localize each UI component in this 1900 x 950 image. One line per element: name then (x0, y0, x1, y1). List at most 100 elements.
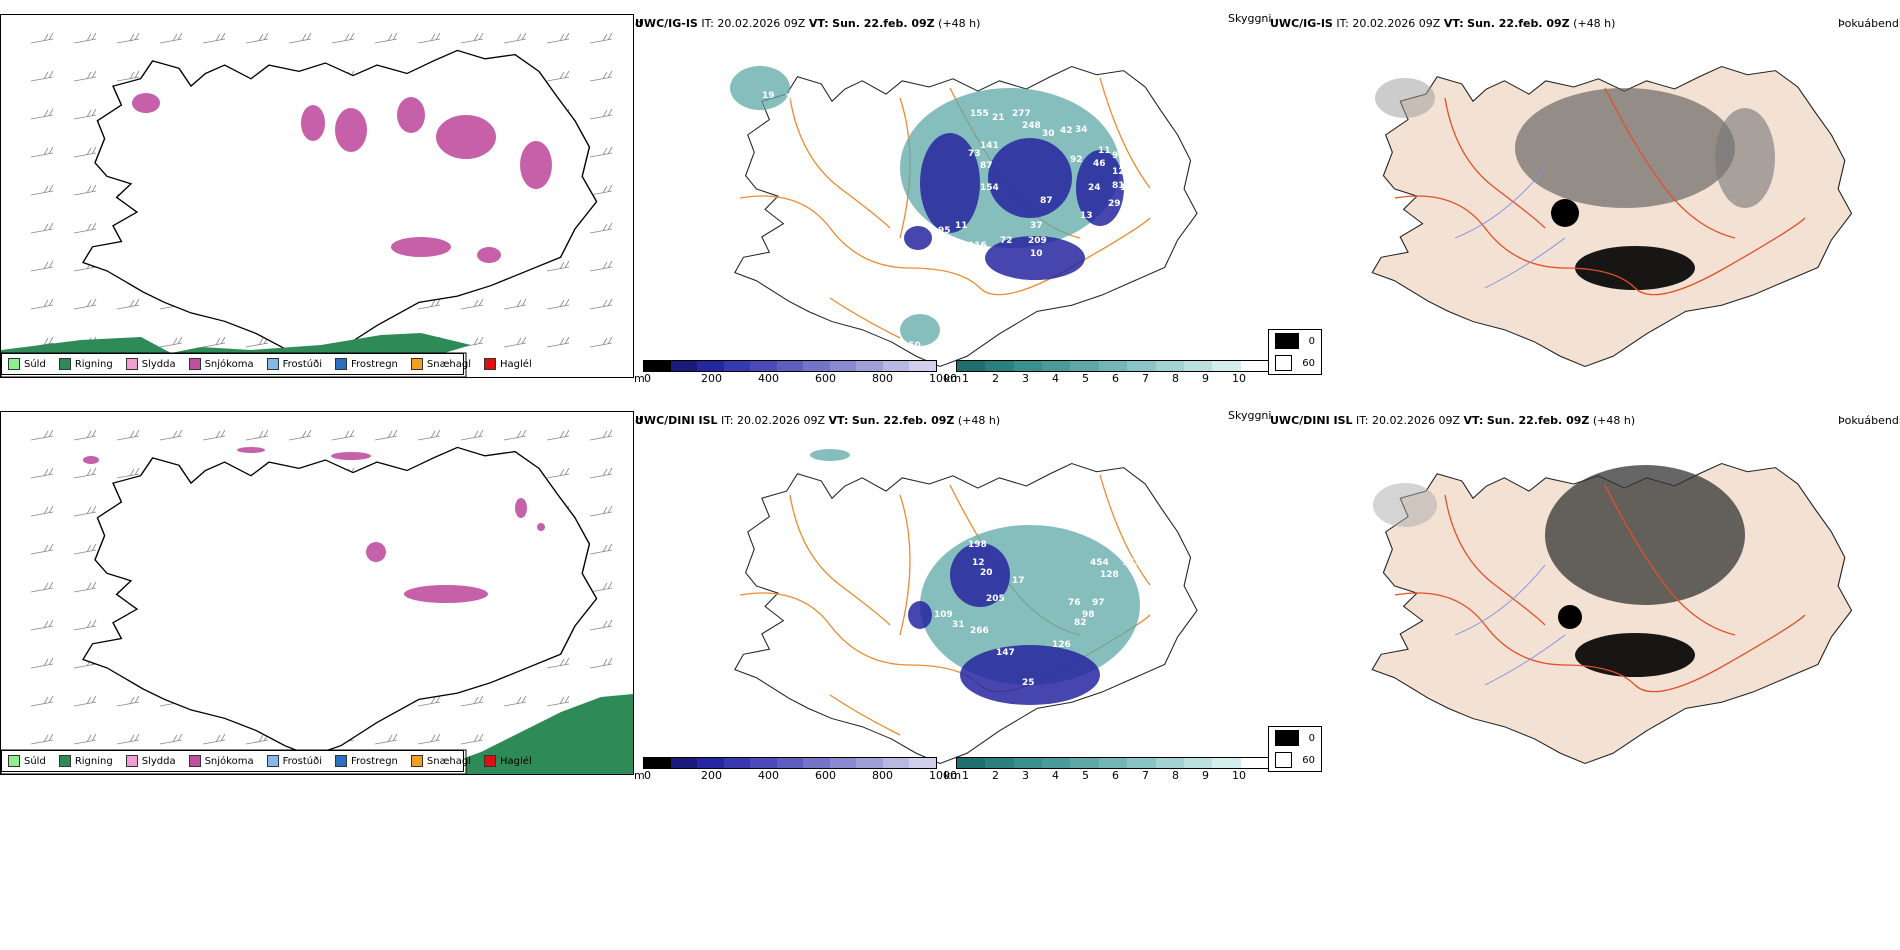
lead-time: (+48 h) (1573, 17, 1616, 30)
forecast-row: UWC/IG-IS IT: 20.02.2026 09Z VT: Sun. 22… (0, 8, 1900, 398)
precip-legend-label: Rigning (74, 755, 113, 767)
ceiling-tick: 0 (644, 769, 651, 782)
ceiling-value-label: 81 (1112, 181, 1125, 191)
iceland-coastline (82, 446, 598, 757)
ceiling-ticks: m 0 200 400 600 800 1000 (634, 769, 957, 783)
ceiling-tick: 600 (815, 769, 836, 782)
ceiling-value-label: 32 (1060, 506, 1073, 516)
ceiling-tick: 800 (872, 372, 893, 385)
precip-legend-label: Slydda (141, 755, 176, 767)
ceiling-colorbar-cell (723, 758, 751, 768)
fog-legend-label: 0 (1308, 732, 1315, 744)
visibility-colorbar-cell (1212, 758, 1241, 768)
fog-map (1371, 65, 1853, 368)
ceiling-tick: 400 (758, 372, 779, 385)
ceiling-value-label: 10 (1030, 249, 1043, 259)
ceiling-colorbar (643, 360, 937, 372)
visibility-tick: 10 (1232, 372, 1246, 385)
precip-legend-swatch (410, 755, 423, 767)
precip-blobs (132, 93, 552, 263)
ceiling-unit: m (634, 372, 645, 385)
visibility-ticks: km 1 2 3 4 5 6 7 8 9 10 (944, 372, 1274, 386)
ceiling-value-label: 42 (1060, 126, 1073, 136)
issue-time: 20.02.2026 09Z (737, 414, 826, 427)
ceiling-value-label: 277 (1012, 109, 1031, 119)
ceiling-colorbar-cell (644, 758, 671, 768)
precip-legend-item: Súld (8, 755, 46, 767)
ceiling-colorbar-cell (697, 758, 724, 768)
issue-time: 20.02.2026 09Z (717, 17, 806, 30)
precip-legend-swatch (125, 755, 138, 767)
ceiling-colorbar-cell (882, 758, 910, 768)
ceiling-value-label: 73 (968, 149, 981, 159)
visibility-unit: km (944, 769, 962, 782)
precip-legend-item: Snjókoma (188, 358, 254, 370)
ceiling-colorbar-cell (750, 758, 777, 768)
precip-legend-label: Haglél (500, 755, 532, 767)
ceiling-value-label: 29 (1108, 199, 1121, 209)
ceiling-value-label: 141 (980, 141, 999, 151)
ceiling-colorbar-cell (776, 758, 804, 768)
visibility-colorbar-cell (1240, 361, 1269, 371)
ceiling-value-label: 209 (1028, 236, 1047, 246)
ceiling-value-label: 12 (972, 558, 985, 568)
visibility-colorbar-cell (1127, 361, 1156, 371)
ceiling-value-label: 266 (970, 626, 989, 636)
fog-legend-label: 60 (1302, 754, 1315, 766)
visibility-tick: 5 (1082, 769, 1089, 782)
visibility-colorbar-cell (1155, 361, 1184, 371)
precip-map (0, 14, 634, 378)
precip-map (0, 411, 634, 775)
fog-legend-item: 60 (1269, 749, 1321, 771)
precip-legend-swatch (266, 755, 279, 767)
ceiling-value-label: 37 (1030, 221, 1043, 231)
ceiling-value-label: 126 (1052, 640, 1071, 650)
fog-legend-item: 0 (1269, 727, 1321, 749)
ceiling-colorbar-cell (644, 361, 671, 371)
ceiling-value-label: 72 (1000, 236, 1013, 246)
fog-legend-swatch (1275, 730, 1299, 746)
ceiling-fill (908, 543, 1100, 705)
ceiling-tick: 0 (644, 372, 651, 385)
ceiling-value-label: 11 (1098, 146, 1111, 156)
precip-legend-label: Frostúði (282, 755, 322, 767)
visibility-unit: km (944, 372, 962, 385)
visibility-colorbar-cell (1013, 758, 1043, 768)
ceiling-value-label: 24 (1080, 523, 1093, 533)
fog-legend: 0 60 (1268, 726, 1322, 772)
ceiling-value-label: 155 (1120, 183, 1139, 193)
ceiling-value-label: 116 (968, 241, 987, 251)
issue-label: IT: (1356, 414, 1369, 427)
visibility-tick: 3 (1022, 769, 1029, 782)
precip-legend-label: Súld (24, 755, 46, 767)
visibility-tick: 4 (1052, 372, 1059, 385)
lead-time: (+48 h) (1592, 414, 1636, 427)
visibility-colorbar-cell (1183, 758, 1213, 768)
ceiling-value-label: 248 (1022, 121, 1041, 131)
precip-legend-label: Frostregn (351, 358, 398, 370)
precip-legend: Súld Rigning Slydda Snjókoma Frostúði (1, 353, 532, 375)
fog-legend-swatch (1275, 355, 1293, 371)
ceiling-tick: 200 (701, 769, 722, 782)
visibility-colorbar (956, 360, 1270, 372)
precip-legend-swatch (125, 358, 138, 370)
visibility-tick: 2 (992, 769, 999, 782)
precip-legend-swatch (266, 358, 279, 370)
ceiling-colorbar-cell (697, 361, 724, 371)
precip-legend-swatch (484, 358, 497, 370)
model-name: UWC/IG-IS (1270, 17, 1333, 30)
valid-time: Sun. 22.feb. 09Z (1467, 17, 1570, 30)
visibility-colorbar-cell (1013, 361, 1043, 371)
ceiling-value-label: 35 (1020, 298, 1033, 308)
ceiling-value-label: 21 (992, 113, 1005, 123)
visibility-tick: 6 (1112, 769, 1119, 782)
ceiling-value-label: 30 (1042, 129, 1055, 139)
ceiling-value-label: 20 (980, 568, 993, 578)
ceiling-value-label: 205 (986, 594, 1005, 604)
rivers (1454, 564, 1566, 686)
ceiling-value-label: 198 (968, 540, 987, 550)
precip-legend-swatch (8, 358, 20, 370)
ceiling-value-label: 109 (934, 610, 953, 620)
